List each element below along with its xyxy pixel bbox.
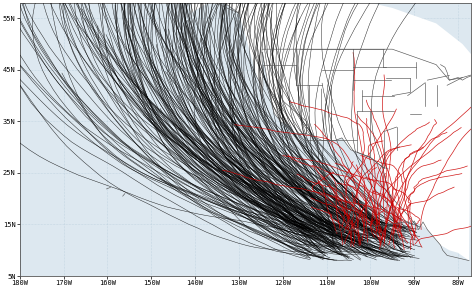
Polygon shape: [191, 0, 471, 261]
